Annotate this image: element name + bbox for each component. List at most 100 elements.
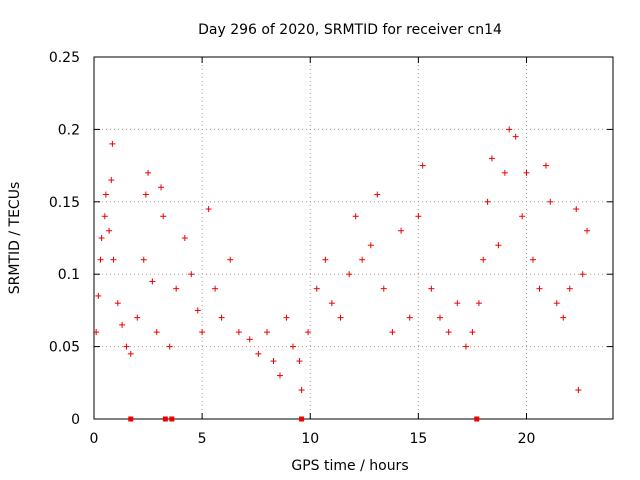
data-point (579, 271, 586, 278)
data-point (276, 372, 283, 379)
axis-ticks (93, 56, 613, 420)
data-point (547, 198, 554, 205)
plot-area-frame (93, 56, 614, 420)
data-point (166, 343, 173, 350)
gap-marker (128, 416, 134, 422)
data-point (298, 387, 305, 394)
data-point (264, 329, 270, 336)
data-point (218, 314, 225, 321)
data-point (484, 198, 491, 205)
data-point (205, 206, 212, 213)
data-point (419, 162, 426, 169)
data-point (428, 285, 435, 292)
y-tick-label: 0.2 (58, 122, 80, 138)
grid-lines (94, 57, 613, 419)
data-point (359, 256, 366, 263)
data-point (108, 177, 115, 184)
data-point (480, 256, 487, 263)
data-point (227, 256, 234, 263)
data-point (553, 300, 560, 307)
data-point (566, 285, 573, 292)
data-point (98, 235, 105, 241)
data-point (495, 242, 502, 249)
data-point (296, 358, 303, 365)
gap-marker (474, 416, 480, 422)
data-point (506, 126, 513, 133)
x-tick-label: 15 (409, 431, 427, 447)
data-point (188, 271, 195, 278)
data-point (283, 314, 290, 321)
data-point (437, 314, 443, 321)
data-point (322, 256, 329, 263)
data-point (106, 227, 113, 234)
x-tick-labels: 0 5 10 15 20 (90, 431, 536, 447)
gap-marker (299, 416, 305, 422)
data-point (101, 213, 108, 220)
y-tick-label: 0.15 (49, 195, 80, 211)
y-tick-label: 0 (71, 412, 80, 428)
data-point (127, 350, 134, 357)
data-point (560, 314, 567, 321)
data-point (380, 285, 387, 292)
data-point (93, 329, 100, 336)
data-point (134, 314, 141, 321)
data-point (346, 271, 353, 278)
data-point (95, 292, 102, 299)
data-point (352, 213, 359, 220)
data-point (160, 213, 167, 220)
data-point (173, 285, 180, 292)
data-point (406, 314, 413, 321)
data-point (415, 213, 422, 220)
data-point (109, 140, 116, 147)
data-point (519, 213, 526, 220)
data-point (328, 300, 335, 307)
data-point (523, 169, 530, 176)
data-point (289, 343, 296, 350)
data-point (255, 350, 262, 357)
data-point (235, 329, 242, 336)
y-tick-label: 0.1 (58, 267, 80, 283)
x-tick-label: 0 (90, 431, 99, 447)
y-axis-label: SRMTID / TECUs (7, 182, 23, 295)
y-tick-label: 0.05 (49, 340, 80, 356)
x-tick-label: 10 (301, 431, 319, 447)
data-point (512, 133, 519, 140)
data-point (194, 307, 201, 314)
data-point (337, 314, 344, 321)
x-axis-label: GPS time / hours (291, 458, 408, 474)
data-point (110, 256, 117, 263)
data-point (142, 191, 149, 198)
data-point (140, 256, 147, 263)
data-point (374, 191, 381, 198)
data-point (212, 285, 219, 292)
data-point (398, 227, 405, 234)
data-point (158, 184, 165, 191)
data-point (102, 191, 109, 198)
y-tick-labels: 0 0.05 0.1 0.15 0.2 0.25 (49, 50, 80, 428)
gap-markers (128, 416, 480, 422)
gap-marker (162, 416, 168, 422)
data-point (114, 300, 121, 307)
data-point (488, 155, 495, 162)
x-tick-label: 20 (518, 431, 536, 447)
data-point (575, 387, 582, 394)
data-point (536, 285, 543, 292)
data-point (462, 343, 469, 350)
gap-marker (169, 416, 175, 422)
data-point (454, 300, 461, 307)
data-point (584, 227, 591, 234)
data-point (445, 329, 452, 336)
data-point (145, 169, 152, 176)
data-point (97, 256, 104, 263)
data-point (305, 329, 312, 336)
data-point (389, 329, 396, 336)
data-point (501, 169, 508, 176)
data-point (529, 256, 536, 263)
data-point (149, 278, 156, 285)
data-point (573, 206, 580, 213)
data-point (270, 358, 277, 365)
data-point (542, 162, 549, 169)
y-tick-label: 0.25 (49, 50, 80, 66)
data-point (313, 285, 320, 292)
